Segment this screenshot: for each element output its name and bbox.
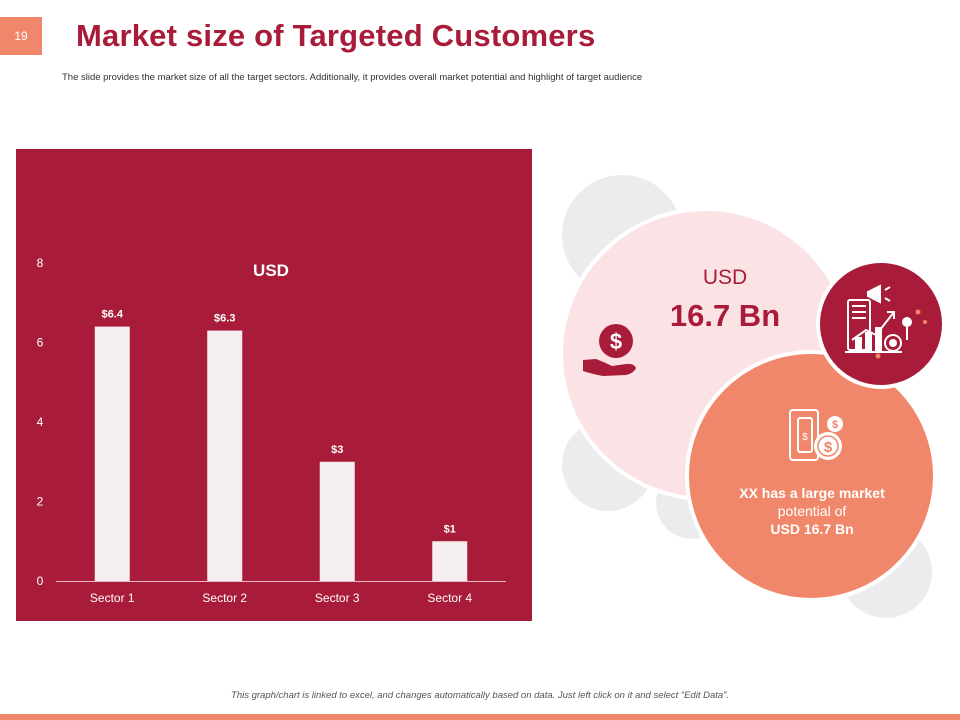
y-tick-label: 8 xyxy=(37,256,44,270)
bar-4[interactable] xyxy=(432,541,468,581)
highlight-line-2: potential of xyxy=(777,503,847,519)
footer-note: This graph/chart is linked to excel, and… xyxy=(231,690,729,701)
page-number: 19 xyxy=(0,17,42,55)
market-potential-text: XX has a large market potential of USD 1… xyxy=(712,484,912,538)
page-subtitle: The slide provides the market size of al… xyxy=(62,72,643,83)
svg-text:$: $ xyxy=(832,419,838,431)
market-size-value: 16.7 Bn xyxy=(669,298,781,333)
highlight-circle xyxy=(685,350,937,602)
highlight-line-1: XX has a large market xyxy=(739,485,885,501)
svg-text:$: $ xyxy=(824,439,833,456)
bar-data-label: $6.3 xyxy=(214,313,235,325)
svg-text:$: $ xyxy=(802,432,808,443)
x-tick-label: Sector 1 xyxy=(90,591,135,605)
y-tick-label: 2 xyxy=(37,495,44,509)
y-tick-label: 0 xyxy=(37,574,44,588)
market-size-currency: USD xyxy=(702,266,748,289)
chart-panel[interactable]: USD 0 2 4 6 8 $6.4 Sector 1 $6.3 Sector 2 $3 Sect… xyxy=(16,149,532,621)
chart-title: USD xyxy=(253,261,289,280)
cash-coins-icon: $ $ $ xyxy=(789,409,843,461)
bar-chart[interactable]: USD 0 2 4 6 8 $6.4 Sector 1 $6.3 Sector 2 $3 Sect… xyxy=(16,149,532,621)
x-tick-label: Sector 3 xyxy=(315,591,360,605)
y-tick-label: 6 xyxy=(37,336,44,350)
bar-1[interactable] xyxy=(94,326,130,581)
growth-icon-circle xyxy=(816,259,946,389)
x-tick-label: Sector 2 xyxy=(202,591,247,605)
y-tick-label: 4 xyxy=(37,415,44,429)
bar-data-label: $3 xyxy=(331,444,343,456)
highlight-line-3: USD 16.7 Bn xyxy=(770,521,854,537)
page-title: Market size of Targeted Customers xyxy=(76,18,596,53)
bar-2[interactable] xyxy=(207,330,243,581)
svg-text:$: $ xyxy=(610,329,622,354)
growth-chart-icon xyxy=(845,284,927,359)
bar-3[interactable] xyxy=(319,461,355,581)
dollar-hand-icon: $ xyxy=(583,324,636,376)
x-tick-label: Sector 4 xyxy=(427,591,472,605)
bottom-accent-bar xyxy=(0,714,960,720)
bar-data-label: $1 xyxy=(444,523,456,535)
bar-data-label: $6.4 xyxy=(102,309,124,321)
